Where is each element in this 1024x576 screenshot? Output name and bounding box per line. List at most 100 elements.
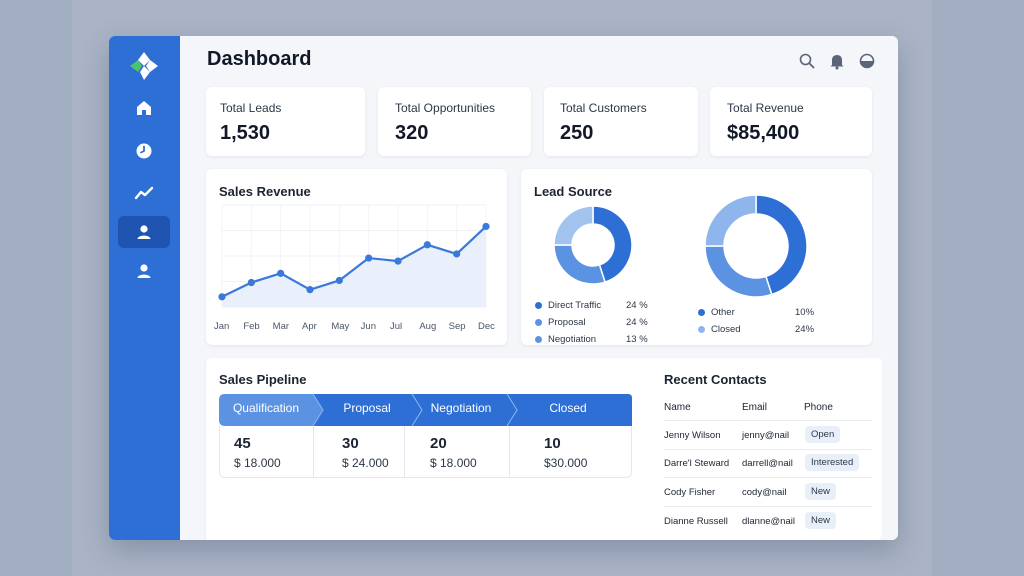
sidebar-item-activity[interactable] [118,135,170,167]
chart-tick-label: Aug [419,321,437,332]
row-divider [664,477,872,478]
chart-point[interactable] [482,222,490,231]
legend-percent: 13 % [626,334,648,345]
contact-email: jenny@nail [742,430,790,441]
notifications-button[interactable] [828,52,846,70]
column-header-phone: Phone [804,402,833,413]
clock-icon [136,143,152,159]
profile-icon [859,53,875,69]
legend-dot [535,319,542,326]
lead-source-charts [553,194,808,298]
home-icon [137,101,151,115]
stat-value: 1,530 [220,122,271,144]
chart-tick-label: Sep [448,321,466,332]
main-content: Dashboard [180,36,898,540]
chart-point[interactable] [335,276,343,285]
stat-label: Total Leads [220,101,282,115]
chart-point[interactable] [277,269,285,277]
legend-percent: 24 % [626,300,648,311]
sales-pipeline-card: Sales Pipeline Qualification Proposal Ne… [206,358,633,492]
chart-tick-label: Feb [243,321,260,332]
pipeline-stage-negotiation[interactable] [412,394,517,426]
pipeline-stage-bar [219,394,632,426]
status-badge: New [805,512,837,529]
pipeline-amount: $ 24.000 [342,456,389,470]
lead-source-title: Lead Source [534,184,613,199]
sidebar-item-users[interactable] [118,255,170,287]
stat-card-leads: Total Leads 1,530 [206,87,365,156]
chart-point[interactable] [218,293,226,301]
pipeline-stage-qualification[interactable] [219,394,323,426]
donut-slice[interactable] [704,245,773,298]
chart-point[interactable] [423,241,431,249]
pipeline-stage-label: Qualification [232,401,300,415]
pipeline-divider [313,426,314,478]
legend-dot [535,336,542,343]
background-left-panel [0,0,72,576]
chart-point[interactable] [365,254,373,262]
search-button[interactable] [798,52,816,70]
chart-tick-label: May [331,321,350,332]
chart-tick-label: Dec [478,321,495,332]
legend-label: Proposal [548,317,586,328]
row-divider [664,449,872,450]
app-logo-icon [130,52,158,80]
sidebar-item-home[interactable] [118,92,170,124]
legend-percent: 24% [795,324,815,335]
bell-icon [830,55,844,70]
app-window: Dashboard [109,36,898,540]
pipeline-values [219,426,632,478]
stat-card-customers: Total Customers 250 [544,87,698,156]
legend-item: Other [698,307,735,318]
sidebar [109,36,180,540]
contact-email: dlanne@nail [742,516,795,527]
sidebar-item-analytics[interactable] [118,177,170,209]
column-header-email: Email [742,402,768,413]
stat-label: Total Customers [560,101,647,115]
legend-label: Other [711,307,735,318]
chart-tick-label: Jun [360,321,376,332]
column-header-name: Name [664,402,691,413]
legend-dot [698,309,705,316]
contact-email: cody@nail [742,487,787,498]
stat-card-opportunities: Total Opportunities 320 [378,87,531,156]
contact-email: darrell@nail [742,458,793,469]
status-badge: New [805,483,837,500]
legend-label: Direct Traffic [548,300,602,311]
contact-name: Dianne Russell [664,516,728,527]
pipeline-stage-closed[interactable] [507,394,632,426]
profile-button[interactable] [858,52,876,70]
legend-label: Closed [711,324,741,335]
sidebar-item-contacts[interactable] [118,216,170,248]
legend-item: Direct Traffic [535,300,601,311]
donut-slice[interactable] [755,194,808,296]
background-right-panel [932,0,1024,576]
contact-name: Cody Fisher [664,487,716,498]
pipeline-stage-proposal[interactable] [313,394,422,426]
lead-source-card: Lead Source Direct Traffic 24 % Proposal… [521,169,872,345]
chart-point[interactable] [453,250,461,258]
donut-slice[interactable] [553,244,606,285]
legend-percent: 10% [795,307,815,318]
donut-slice[interactable] [704,194,757,247]
pipeline-stage-label: Proposal [343,401,391,415]
chart-area-fill [222,226,486,307]
donut-slice[interactable] [592,205,633,284]
chart-point[interactable] [306,286,314,294]
page-title: Dashboard [207,48,312,70]
donut-slice[interactable] [553,205,594,246]
chart-point[interactable] [247,278,255,287]
contact-name: Darre'l Steward [664,458,730,469]
pipeline-count: 20 [430,435,447,452]
stat-value: $85,400 [727,122,800,144]
header-actions [798,52,876,70]
legend-percent: 24 % [626,317,648,328]
search-icon [799,53,815,69]
stat-label: Total Revenue [727,101,804,115]
chart-point[interactable] [394,257,402,265]
chart-series-line [221,225,487,298]
stat-value: 320 [395,122,429,144]
legend-item: Proposal [535,317,586,328]
sales-revenue-title: Sales Revenue [219,184,311,199]
sales-pipeline-title: Sales Pipeline [219,372,307,387]
